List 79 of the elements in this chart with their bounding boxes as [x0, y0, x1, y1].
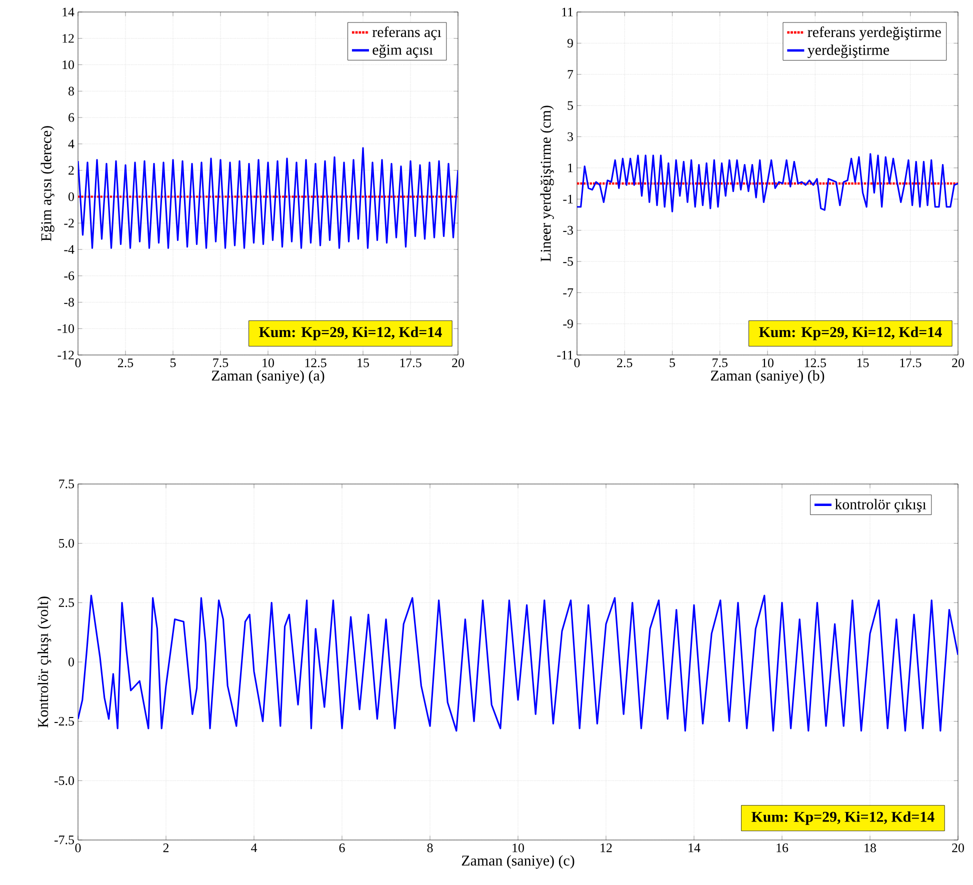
- x-tick-label: 20: [952, 844, 964, 852]
- x-axis-title: Zaman (saniye) (b): [710, 370, 824, 384]
- x-tick-label: 20: [952, 358, 964, 368]
- y-tick-label: -11: [557, 350, 573, 360]
- x-tick-label: 8: [427, 844, 433, 852]
- x-tick-label: 15: [358, 358, 369, 368]
- y-axis-title: Eğim açısı (derece): [40, 126, 54, 242]
- y-tick-label: 7.5: [59, 480, 74, 488]
- legend-label: kontrolör çıkışı: [834, 498, 926, 512]
- y-tick-label: 6: [68, 113, 74, 122]
- y-tick-label: -3: [563, 226, 573, 235]
- x-tick-label: 14: [688, 844, 700, 852]
- y-tick-label: 14: [62, 8, 74, 16]
- y-tick-label: -6: [64, 271, 74, 280]
- x-tick-label: 5: [670, 358, 675, 368]
- y-tick-label: 2: [68, 166, 74, 175]
- y-tick-label: -7.5: [54, 836, 74, 844]
- x-tick-label: 16: [776, 844, 788, 852]
- y-tick-label: -8: [64, 298, 74, 307]
- x-tick-label: 12.5: [804, 358, 826, 368]
- line-series: [577, 153, 958, 212]
- y-tick-label: 0: [68, 658, 74, 666]
- legend-label: yerdeğiştirme: [808, 44, 890, 58]
- y-tick-label: -12: [58, 350, 74, 360]
- y-tick-label: 3: [568, 132, 573, 142]
- y-tick-label: -2: [64, 218, 74, 228]
- x-tick-label: 0: [574, 358, 580, 368]
- y-tick-label: -1: [563, 194, 573, 204]
- x-tick-label: 10: [762, 358, 774, 368]
- x-tick-label: 4: [251, 844, 258, 852]
- y-tick-label: -5: [563, 257, 573, 266]
- y-tick-label: 7: [568, 70, 574, 79]
- y-tick-label: -9: [563, 319, 573, 328]
- x-tick-label: 2.5: [118, 358, 134, 368]
- y-tick-label: 5.0: [59, 538, 74, 548]
- line-series: [78, 147, 458, 249]
- x-tick-label: 17.5: [400, 358, 422, 368]
- legend-label: eğim açısı: [372, 44, 433, 58]
- x-tick-label: 6: [339, 844, 345, 852]
- y-tick-label: -10: [58, 324, 74, 333]
- y-tick-label: 12: [62, 34, 74, 43]
- annotation: Kum: Kp=29, Ki=12, Kd=14: [752, 811, 934, 825]
- y-tick-label: 10: [62, 60, 74, 70]
- y-tick-label: 1: [568, 164, 573, 172]
- x-axis-title: Zaman (saniye) (a): [212, 370, 324, 384]
- x-tick-label: 17.5: [900, 358, 922, 368]
- line-series: [78, 594, 958, 732]
- x-tick-label: 5: [170, 358, 176, 368]
- y-tick-label: 0: [68, 192, 74, 202]
- legend-label: referans açı: [372, 26, 442, 40]
- x-tick-label: 2.5: [617, 358, 632, 368]
- y-tick-label: 5: [568, 101, 573, 110]
- y-axis-title: Lineer yerdeğiştirme (cm): [540, 106, 554, 262]
- x-tick-label: 0: [75, 844, 81, 852]
- x-tick-label: 7.5: [213, 358, 228, 368]
- y-tick-label: 8: [68, 86, 74, 96]
- annotation: Kum: Kp=29, Ki=12, Kd=14: [759, 326, 942, 340]
- x-tick-label: 10: [262, 358, 274, 368]
- y-tick-label: -7: [563, 288, 574, 297]
- x-tick-label: 12: [600, 844, 612, 852]
- y-tick-label: 11: [562, 8, 573, 16]
- x-tick-label: 18: [864, 844, 876, 852]
- x-tick-label: 7.5: [712, 358, 728, 368]
- y-tick-label: -2.5: [54, 716, 74, 726]
- y-tick-label: 2.5: [58, 598, 74, 608]
- x-tick-label: 20: [452, 358, 464, 368]
- y-tick-label: 9: [567, 38, 573, 48]
- y-tick-label: -4: [64, 245, 74, 254]
- x-tick-label: 15: [857, 358, 869, 368]
- x-tick-label: 2: [163, 844, 169, 852]
- annotation: Kum: Kp=29, Ki=12, Kd=14: [259, 326, 442, 340]
- x-tick-label: 12.5: [305, 358, 326, 368]
- legend-label: referans yerdeğiştirme: [808, 26, 941, 40]
- x-tick-label: 0: [75, 358, 81, 368]
- y-tick-label: 4: [68, 140, 74, 148]
- x-tick-label: 10: [512, 844, 524, 852]
- y-axis-title: Kontrolör çıkışı (volt): [38, 596, 52, 728]
- y-tick-label: -5.0: [54, 776, 74, 786]
- x-axis-title: Zaman (saniye) (c): [462, 855, 574, 869]
